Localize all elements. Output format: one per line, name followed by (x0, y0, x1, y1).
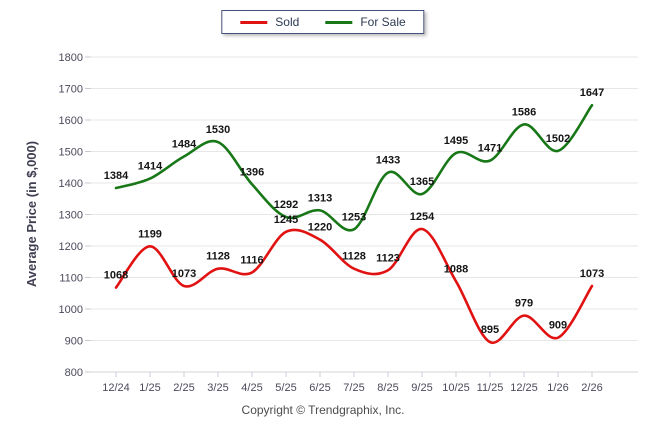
point-label: 1123 (376, 252, 400, 264)
point-label: 1073 (172, 268, 196, 280)
point-label: 909 (549, 320, 567, 332)
point-label: 1647 (580, 87, 604, 99)
x-tick-label: 6/25 (309, 382, 330, 394)
y-tick-label: 900 (65, 336, 83, 348)
x-tick-label: 12/24 (102, 382, 130, 394)
y-tick-label: 1100 (59, 273, 83, 285)
y-tick-label: 1800 (59, 52, 83, 64)
y-tick-label: 1400 (59, 178, 83, 190)
legend-item-sold: Sold (240, 16, 299, 28)
point-label: 1471 (478, 143, 502, 155)
point-label: 1365 (410, 176, 434, 188)
for-sale-line-swatch (325, 20, 353, 24)
x-tick-label: 11/25 (477, 382, 504, 394)
legend-item-for-sale: For Sale (325, 15, 406, 29)
point-label: 1313 (308, 192, 332, 204)
point-label: 1128 (342, 251, 366, 263)
point-label: 1530 (206, 124, 230, 136)
point-label: 1116 (240, 254, 263, 266)
x-tick-label: 1/26 (547, 382, 568, 394)
y-tick-label: 800 (65, 367, 83, 379)
point-label: 1586 (512, 106, 536, 118)
point-label: 895 (481, 324, 499, 336)
x-tick-label: 5/25 (275, 382, 296, 394)
sold-line-swatch (240, 20, 268, 24)
x-tick-label: 4/25 (241, 382, 262, 394)
y-tick-label: 1500 (59, 147, 83, 159)
point-label: 1253 (342, 211, 366, 223)
point-label: 1484 (172, 139, 197, 151)
legend-label-sold: Sold (275, 15, 300, 29)
point-label: 1396 (240, 166, 264, 178)
y-tick-label: 1600 (59, 115, 83, 127)
point-label: 1220 (308, 222, 332, 234)
point-label: 1414 (138, 161, 163, 173)
point-label: 1068 (104, 270, 128, 282)
x-tick-label: 10/25 (442, 382, 470, 394)
point-label: 979 (515, 298, 533, 310)
point-label: 1245 (274, 214, 298, 226)
point-label: 1254 (410, 211, 435, 223)
point-label: 1433 (376, 155, 400, 167)
x-tick-label: 7/25 (343, 382, 364, 394)
y-axis-title: Average Price (in $,000) (24, 140, 39, 288)
point-label: 1128 (206, 251, 230, 263)
point-label: 1088 (444, 263, 468, 275)
y-tick-label: 1200 (59, 241, 83, 253)
x-tick-label: 2/26 (581, 382, 602, 394)
point-label: 1502 (546, 133, 570, 145)
y-tick-label: 1300 (59, 210, 83, 222)
point-label: 1384 (104, 170, 129, 182)
copyright-text: Copyright © Trendgraphix, Inc. (241, 403, 405, 417)
point-label: 1073 (580, 268, 604, 280)
y-tick-label: 1700 (59, 84, 83, 96)
x-tick-label: 9/25 (411, 382, 432, 394)
x-tick-label: 3/25 (207, 382, 228, 394)
chart-legend: Sold For Sale (221, 10, 425, 34)
y-tick-label: 1000 (59, 304, 83, 316)
x-tick-label: 12/25 (510, 382, 538, 394)
x-tick-label: 8/25 (377, 382, 398, 394)
point-label: 1292 (274, 199, 298, 211)
point-label: 1495 (444, 135, 468, 147)
x-tick-label: 1/25 (139, 382, 160, 394)
legend-label-for-sale: For Sale (360, 15, 406, 29)
sold-line (114, 227, 594, 344)
for-sale-line (114, 103, 594, 232)
point-label: 1199 (138, 228, 162, 240)
x-tick-label: 2/25 (173, 382, 194, 394)
